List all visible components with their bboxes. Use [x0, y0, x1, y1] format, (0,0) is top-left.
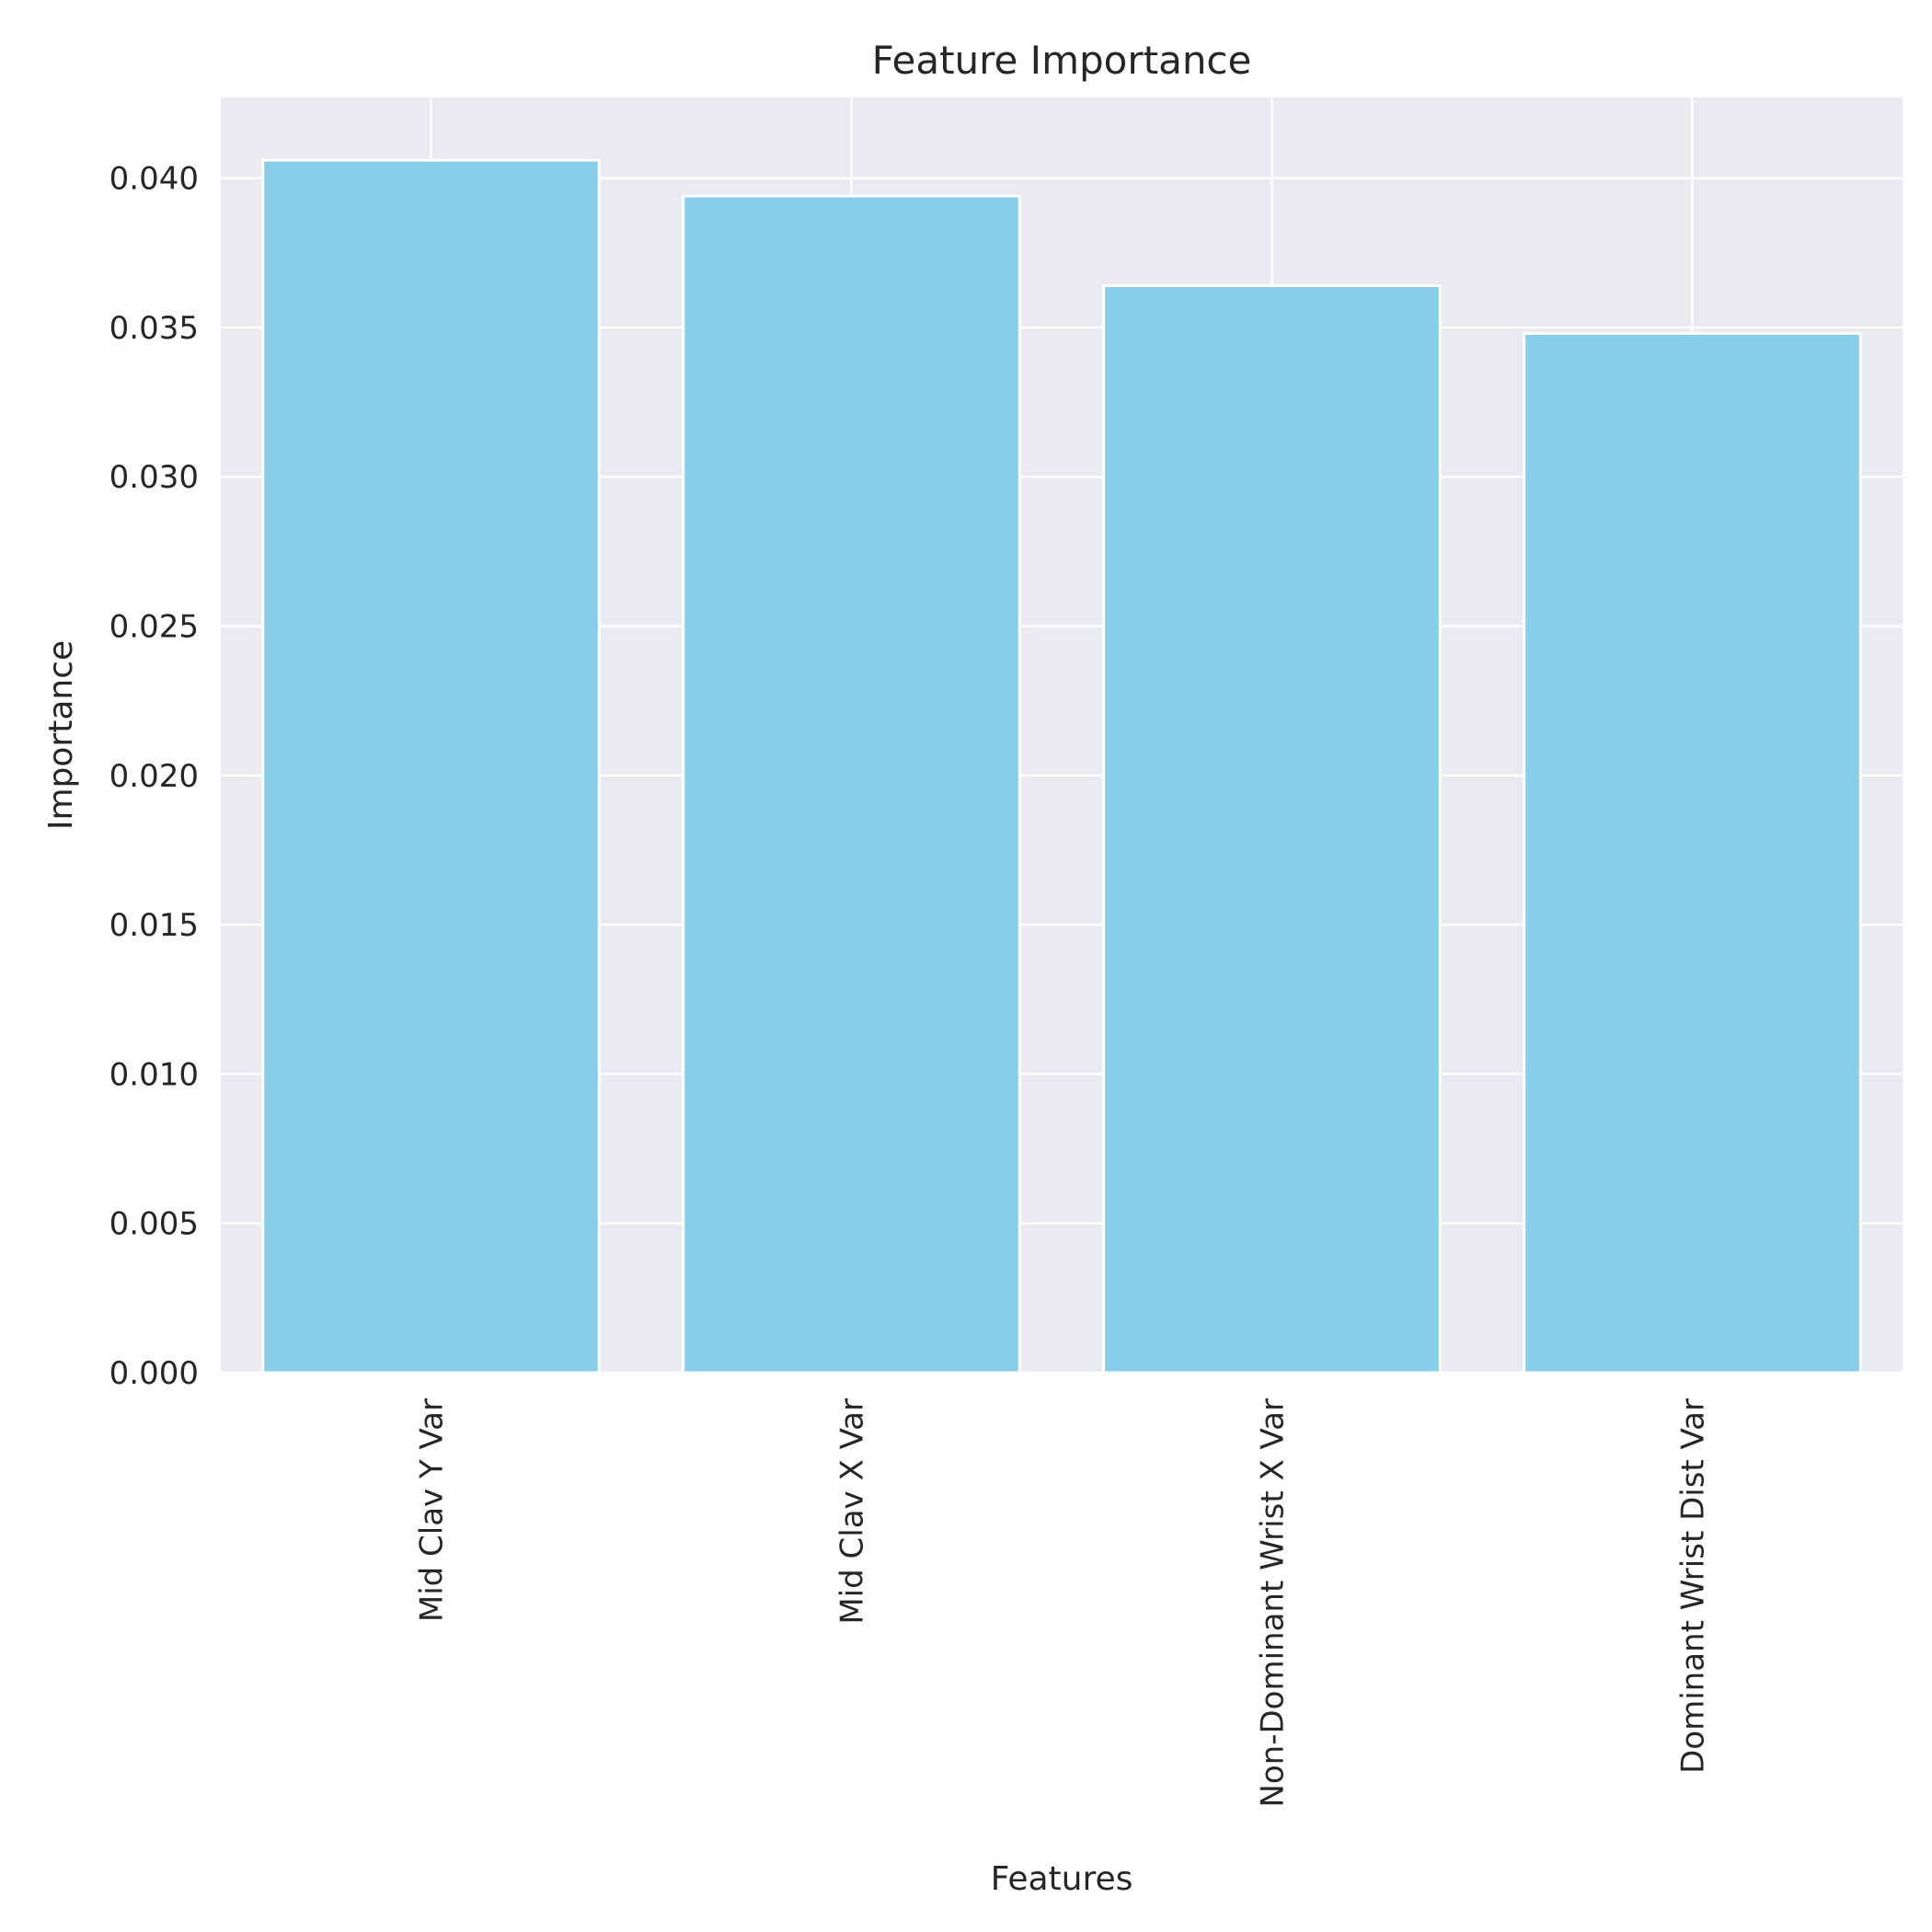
y-tick-label: 0.030: [109, 459, 199, 496]
bars: [261, 158, 1862, 1374]
y-axis-ticks: 0.000 0.005 0.010 0.015 0.020 0.025 0.030 0.035…: [109, 161, 199, 1392]
y-tick-label: 0.035: [109, 310, 199, 347]
bar: [1102, 283, 1442, 1374]
y-tick-label: 0.000: [109, 1355, 199, 1392]
x-axis-label: Features: [991, 1860, 1133, 1898]
y-tick-label: 0.020: [109, 758, 199, 795]
y-axis-label: Importance: [42, 640, 80, 830]
chart-title: Feature Importance: [872, 38, 1252, 83]
x-axis-ticks: Mid Clav Y Var Mid Clav X Var Non-Dominant…: [414, 1398, 1712, 1808]
y-tick-label: 0.005: [109, 1206, 199, 1243]
x-tick-label: Non-Dominant Wrist X Var: [1255, 1398, 1292, 1808]
bar: [1523, 331, 1862, 1374]
bar: [682, 194, 1021, 1374]
y-tick-label: 0.015: [109, 907, 199, 944]
x-tick-label: Mid Clav Y Var: [414, 1398, 451, 1622]
bar: [261, 158, 601, 1374]
x-tick-label: Dominant Wrist Dist Var: [1675, 1398, 1712, 1774]
y-tick-label: 0.025: [109, 609, 199, 646]
y-tick-label: 0.040: [109, 161, 199, 198]
y-tick-label: 0.010: [109, 1056, 199, 1093]
x-tick-label: Mid Clav X Var: [834, 1398, 871, 1625]
